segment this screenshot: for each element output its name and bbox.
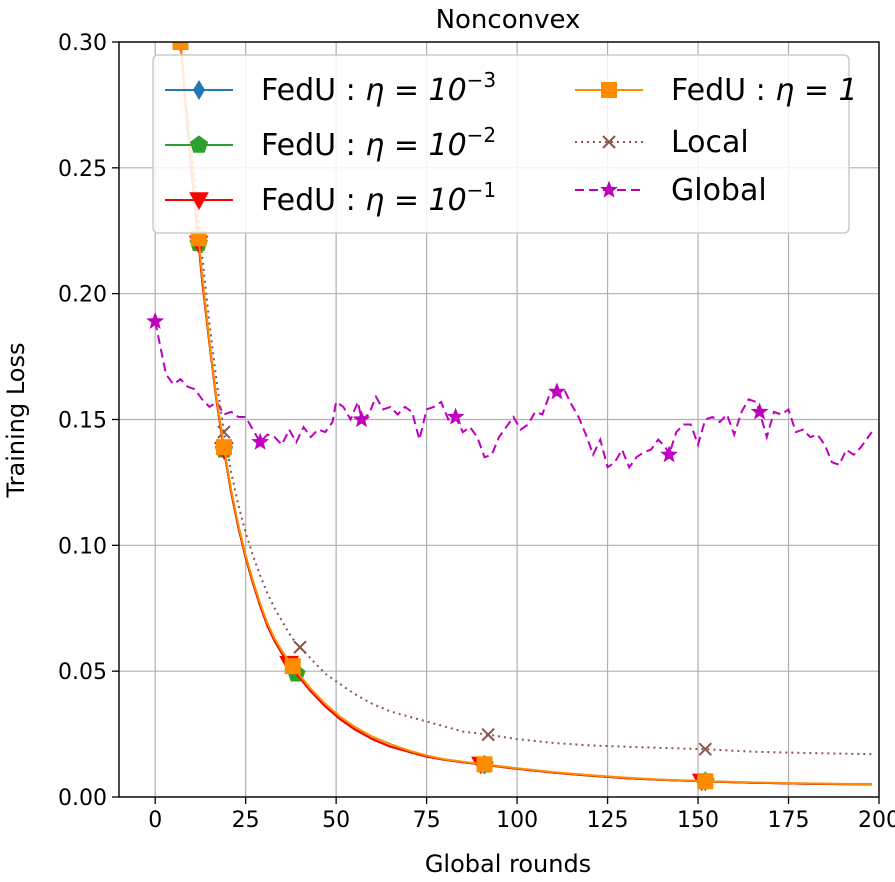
series-marker bbox=[352, 410, 371, 428]
plot-area bbox=[146, 42, 873, 792]
axis-ticks: 0 25 50 75 100 125 150 175 200 0.00 0.05 0.10 0.15 0.… bbox=[58, 31, 895, 833]
series-marker bbox=[476, 756, 493, 773]
series-marker bbox=[698, 742, 712, 756]
series-marker bbox=[146, 311, 165, 329]
series-marker bbox=[547, 382, 566, 400]
legend-item: FedU : η = 10−2 bbox=[165, 123, 496, 163]
legend-marker bbox=[600, 180, 618, 198]
series-marker bbox=[172, 42, 189, 50]
y-tick-label: 0.00 bbox=[58, 786, 107, 811]
legend-marker bbox=[601, 82, 617, 98]
series-line bbox=[154, 321, 873, 470]
legend-item: FedU : η = 10−3 bbox=[165, 68, 496, 108]
x-tick-label: 25 bbox=[232, 808, 260, 833]
series-3 bbox=[172, 42, 872, 790]
series-marker bbox=[293, 640, 307, 654]
x-tick-label: 150 bbox=[677, 808, 719, 833]
legend-label: FedU : η = 10−1 bbox=[261, 178, 496, 218]
series-marker bbox=[697, 773, 714, 790]
x-tick-label: 100 bbox=[496, 808, 538, 833]
legend-item: FedU : η = 1 bbox=[575, 73, 858, 108]
series-marker bbox=[660, 445, 679, 463]
x-tick-label: 175 bbox=[768, 808, 810, 833]
legend-item: FedU : η = 10−1 bbox=[165, 178, 496, 218]
legend-label: Local bbox=[671, 125, 749, 160]
x-tick-label: 125 bbox=[587, 808, 629, 833]
x-axis-label: Global rounds bbox=[425, 850, 591, 878]
legend-marker bbox=[189, 135, 209, 153]
legend-marker bbox=[189, 192, 209, 211]
series-marker bbox=[284, 658, 301, 675]
series-marker bbox=[481, 727, 495, 742]
legend-item: Local bbox=[575, 125, 749, 160]
series-marker bbox=[251, 432, 270, 450]
y-tick-label: 0.05 bbox=[58, 660, 107, 685]
legend-label: FedU : η = 1 bbox=[671, 73, 858, 108]
chart-title: Nonconvex bbox=[436, 5, 581, 35]
legend-marker bbox=[602, 135, 616, 149]
y-tick-label: 0.15 bbox=[58, 409, 107, 434]
y-tick-label: 0.10 bbox=[58, 534, 107, 559]
legend: FedU : η = 10−3 FedU : η = 10−2 FedU : η =… bbox=[152, 54, 858, 234]
legend-box bbox=[152, 54, 850, 234]
legend-item: Global bbox=[575, 173, 767, 208]
series-marker bbox=[750, 402, 769, 420]
x-tick-label: 50 bbox=[322, 808, 350, 833]
x-tick-label: 75 bbox=[413, 808, 441, 833]
legend-label: Global bbox=[671, 173, 767, 208]
series-marker bbox=[215, 439, 232, 456]
legend-label: FedU : η = 10−3 bbox=[261, 68, 496, 108]
series-5 bbox=[146, 311, 873, 470]
legend-marker bbox=[193, 80, 205, 100]
x-tick-label: 200 bbox=[858, 808, 895, 833]
series-marker bbox=[446, 407, 465, 425]
y-tick-label: 0.30 bbox=[58, 31, 107, 56]
x-tick-label: 0 bbox=[148, 808, 162, 833]
y-axis-label: Training Loss bbox=[2, 343, 30, 499]
legend-label: FedU : η = 10−2 bbox=[261, 123, 496, 163]
y-tick-label: 0.20 bbox=[58, 283, 107, 308]
y-tick-label: 0.25 bbox=[58, 157, 107, 182]
